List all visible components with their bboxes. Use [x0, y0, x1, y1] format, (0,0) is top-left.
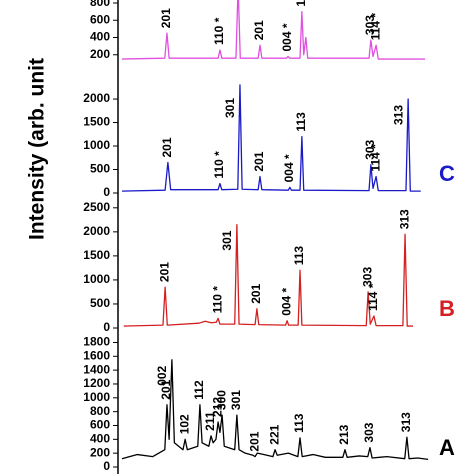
- peak-label: 114 *: [368, 144, 382, 172]
- y-tick-label: 1600: [83, 348, 110, 362]
- y-tick-label: 1800: [83, 335, 110, 349]
- peak-label: 114 *: [366, 283, 380, 311]
- peak-label: 301: [223, 98, 237, 118]
- peak-label: 004 *: [279, 287, 293, 315]
- y-tick-label: 1200: [83, 376, 110, 390]
- peak-label: 004 *: [282, 154, 296, 182]
- y-tick-label: 500: [90, 296, 110, 310]
- y-tick-label: 1500: [83, 115, 110, 129]
- peak-label: 201: [247, 431, 261, 451]
- trace: [121, 84, 421, 192]
- y-tick-label: 0: [103, 185, 110, 199]
- peak-label: 102: [177, 414, 191, 434]
- peak-label: 201: [157, 262, 171, 282]
- peak-label: 301: [229, 390, 243, 410]
- peak-label: 110 *: [212, 151, 226, 179]
- peak-label: 113: [292, 413, 306, 433]
- panel-label: B: [439, 296, 455, 321]
- y-tick-label: 0: [103, 459, 110, 473]
- peak-label: 303: [360, 267, 374, 287]
- y-tick-label: 2000: [83, 224, 110, 238]
- y-tick-label: 500: [90, 162, 110, 176]
- y-tick-label: 1000: [83, 138, 110, 152]
- peak-label: 303: [363, 15, 377, 35]
- peak-label: 213: [337, 424, 351, 444]
- peak-label: 301: [220, 230, 234, 250]
- y-tick-label: 600: [90, 418, 110, 432]
- peak-label: 300: [214, 390, 228, 410]
- peak-label: 201: [249, 283, 263, 303]
- y-tick-label: 600: [90, 12, 110, 26]
- peak-label: 212: [210, 397, 224, 417]
- y-tick-label: 400: [90, 431, 110, 445]
- peak-label: 211: [203, 411, 217, 431]
- trace: [121, 359, 429, 461]
- y-tick-label: 800: [90, 0, 110, 9]
- peak-label: 201: [252, 151, 266, 171]
- trace: [123, 223, 414, 327]
- panel-label: A: [439, 435, 455, 460]
- y-tick-label: 1000: [83, 272, 110, 286]
- peak-label: 114 *: [368, 13, 382, 41]
- peak-label: 201: [159, 8, 173, 28]
- peak-label: 303: [363, 139, 377, 159]
- y-tick-label: 1000: [83, 390, 110, 404]
- y-tick-label: 1500: [83, 248, 110, 262]
- peak-label: 313: [399, 412, 413, 432]
- peak-label: 201: [160, 137, 174, 157]
- peak-label: 313: [391, 105, 405, 125]
- peak-label: 1: [294, 0, 308, 7]
- peak-label: 004 *: [280, 23, 294, 51]
- peak-label: 201: [159, 379, 173, 399]
- peak-label: 002: [155, 365, 169, 385]
- peak-label: 113: [294, 112, 308, 132]
- y-axis-label: Intensity (arb. unit: [26, 58, 49, 240]
- trace: [121, 0, 426, 60]
- y-tick-label: 2000: [83, 91, 110, 105]
- y-tick-label: 0: [103, 320, 110, 334]
- peak-label: 112: [192, 380, 206, 400]
- y-tick-label: 1400: [83, 362, 110, 376]
- y-tick-label: 200: [90, 47, 110, 61]
- peak-label: 110 *: [210, 286, 224, 314]
- peak-label: 201: [252, 20, 266, 40]
- y-tick-label: 400: [90, 30, 110, 44]
- y-tick-label: 200: [90, 445, 110, 459]
- peak-label: 303: [362, 422, 376, 442]
- peak-label: 221: [267, 424, 281, 444]
- peak-label: 110 *: [212, 17, 226, 45]
- peak-label: 313: [397, 209, 411, 229]
- peak-label: 113: [292, 246, 306, 266]
- y-tick-label: 2500: [83, 200, 110, 214]
- panel-label: C: [439, 161, 455, 186]
- y-tick-label: 800: [90, 404, 110, 418]
